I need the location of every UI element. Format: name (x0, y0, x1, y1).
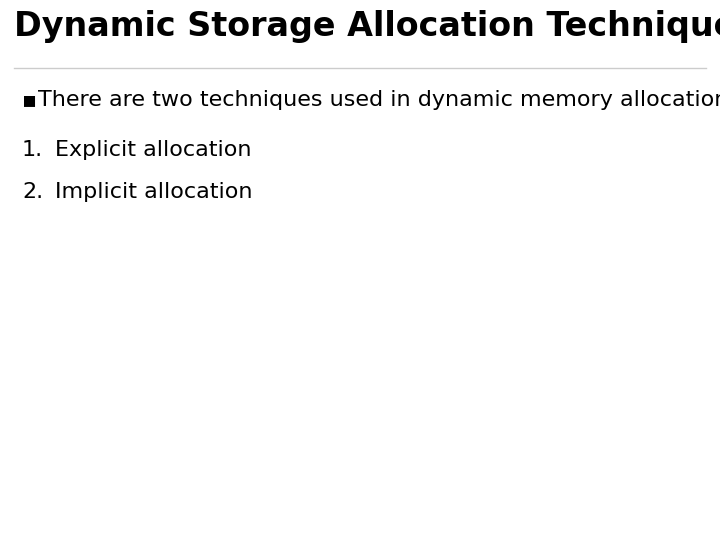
Text: Implicit allocation: Implicit allocation (55, 182, 253, 202)
Text: 2.: 2. (22, 182, 43, 202)
Text: Unit – 6 : Run Time Memory Management: Unit – 6 : Run Time Memory Management (16, 512, 333, 527)
Text: Darshan Institute of Engineering & Technology: Darshan Institute of Engineering & Techn… (348, 512, 704, 527)
Text: ▪: ▪ (22, 90, 37, 110)
Text: Dynamic Storage Allocation Techniques: Dynamic Storage Allocation Techniques (14, 10, 720, 43)
Text: 1.: 1. (22, 140, 43, 160)
Text: 36: 36 (350, 512, 370, 527)
Text: Explicit allocation: Explicit allocation (55, 140, 251, 160)
Text: There are two techniques used in dynamic memory allocation.: There are two techniques used in dynamic… (38, 90, 720, 110)
